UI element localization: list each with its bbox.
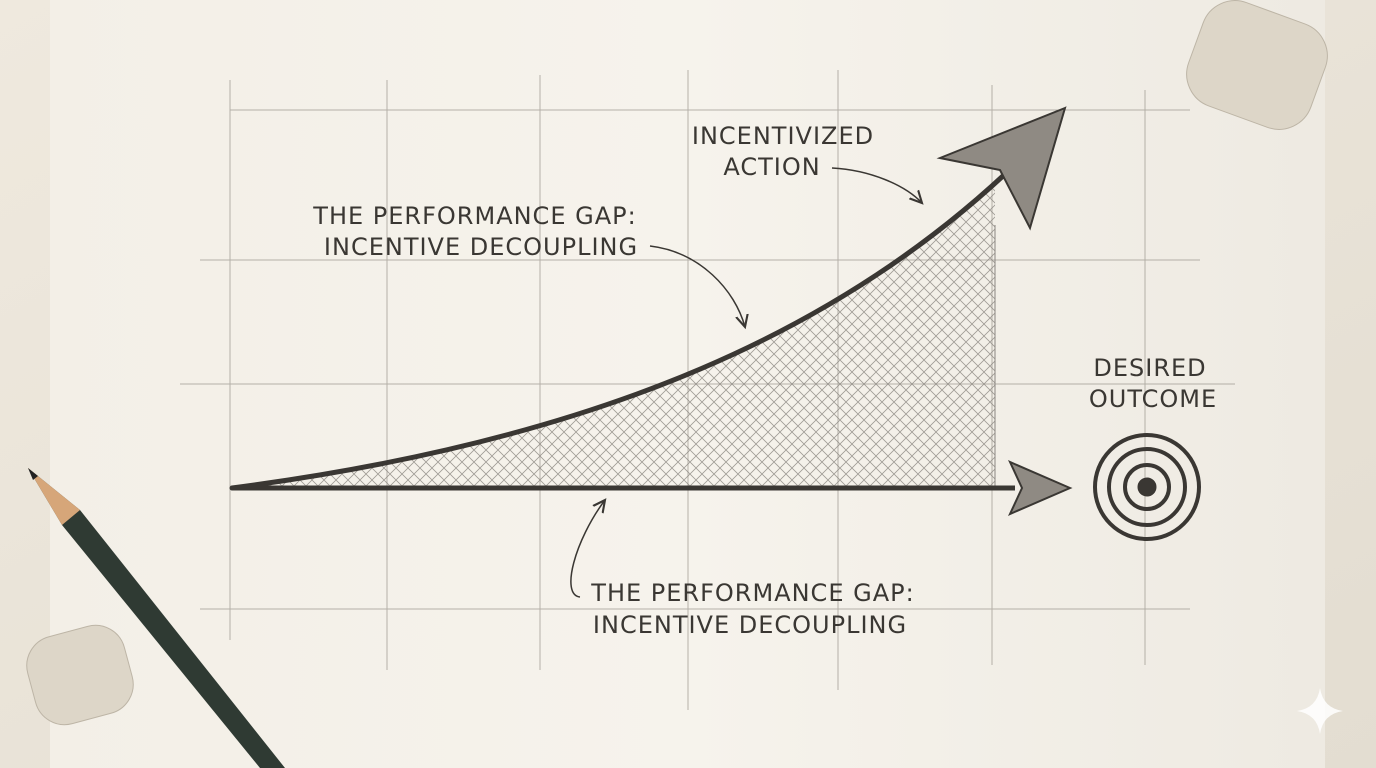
- eraser: [1186, 0, 1328, 130]
- label: INCENTIVE DECOUPLING: [593, 611, 907, 639]
- grid: [180, 70, 1235, 710]
- baseline-arrowhead: [1007, 460, 1073, 516]
- label: THE PERFORMANCE GAP:: [590, 579, 914, 607]
- eraser: [26, 624, 134, 726]
- label: ACTION: [723, 153, 820, 181]
- label: INCENTIVIZED: [692, 122, 874, 150]
- callouts: [570, 167, 922, 598]
- label: INCENTIVE DECOUPLING: [324, 233, 638, 261]
- gap-area: [232, 182, 995, 488]
- target: [1093, 433, 1201, 541]
- incentive-curve: [229, 147, 1033, 491]
- label: DESIRED: [1093, 354, 1206, 382]
- label: OUTCOME: [1089, 385, 1217, 413]
- pencil: [28, 468, 285, 768]
- sparkle: [1297, 688, 1343, 734]
- label: THE PERFORMANCE GAP:: [312, 202, 636, 230]
- curve-arrowhead: [936, 106, 1067, 231]
